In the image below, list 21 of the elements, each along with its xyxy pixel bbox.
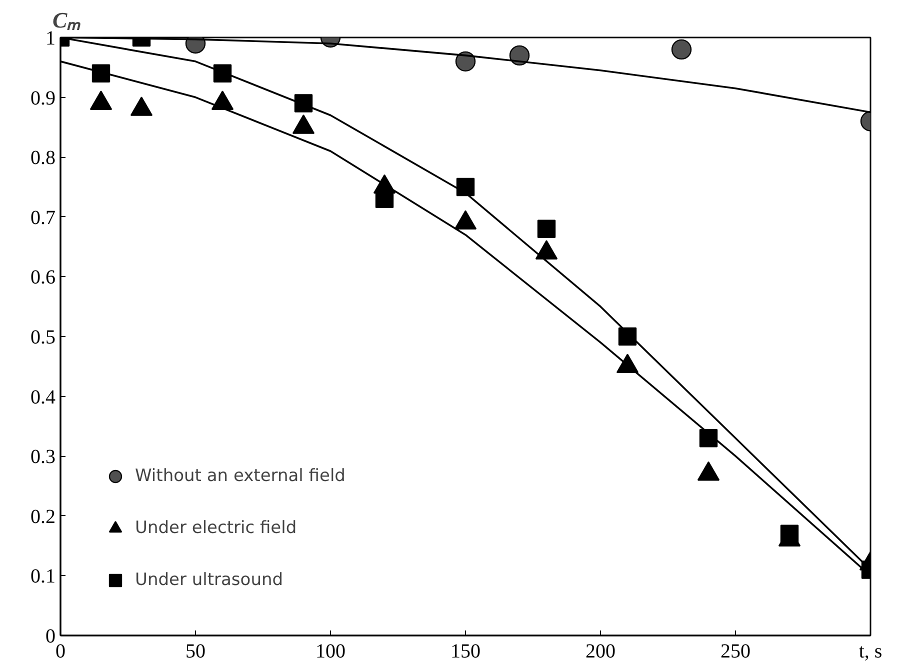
legend-label: Without an external field [135,466,346,486]
x-tick-label: 100 [316,640,346,662]
x-tick-label: 150 [450,640,480,662]
x-tick-label: t, s [858,640,882,662]
x-tick-label: 50 [186,640,206,662]
y-tick-label: 0.7 [30,206,56,229]
y-tick-label: 1 [46,28,56,50]
x-tick-label: 200 [586,640,616,662]
y-tick-label: 0.6 [30,266,56,289]
y-tick-label: 0.8 [30,147,56,170]
y-tick-label: 0.1 [30,566,56,588]
y-tick-label: 0.9 [30,87,56,110]
legend-label: Under ultrasound [135,570,284,590]
y-tick-label: 0.3 [30,446,56,468]
y-tick-label: 0.5 [30,326,56,348]
y-axis-title: Cₘ [52,8,82,32]
y-tick-label: 0.4 [30,386,56,408]
y-tick-label: 0 [46,626,56,648]
x-tick-label: 250 [720,640,750,662]
y-tick-label: 0.2 [30,506,56,528]
legend-label: Under electric field [135,518,297,538]
